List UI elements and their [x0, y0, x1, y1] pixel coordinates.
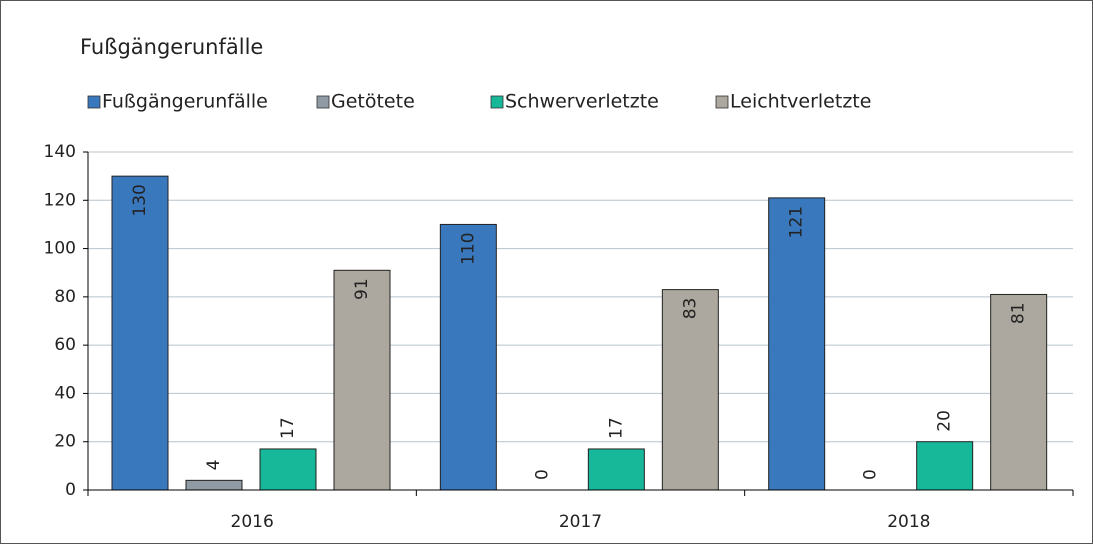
- legend-swatch: [715, 95, 729, 109]
- legend-label: Getötete: [331, 91, 415, 113]
- y-tick-label: 40: [54, 383, 76, 403]
- y-tick-label: 140: [44, 142, 76, 162]
- bar: [990, 293, 1048, 491]
- data-label: 121: [787, 206, 807, 238]
- y-tick-label: 100: [44, 239, 76, 259]
- data-label: 0: [532, 469, 552, 480]
- bar: [768, 197, 826, 491]
- x-tick-label: 2017: [559, 512, 602, 532]
- bar: [185, 479, 243, 491]
- data-label: 4: [204, 460, 224, 471]
- bar: [111, 175, 169, 491]
- data-label: 17: [278, 417, 298, 439]
- y-tick-label: 60: [54, 335, 76, 355]
- bar: [439, 223, 497, 491]
- data-label: 17: [606, 417, 626, 439]
- data-label: 0: [861, 469, 881, 480]
- legend-label: Schwerverletzte: [505, 91, 659, 113]
- y-tick-label: 120: [44, 190, 76, 210]
- bar: [661, 289, 719, 491]
- y-tick-label: 80: [54, 287, 76, 307]
- legend-swatch: [87, 95, 101, 109]
- data-label: 91: [352, 278, 372, 300]
- bar: [587, 448, 645, 491]
- legend-swatch: [316, 95, 330, 109]
- bar: [259, 448, 317, 491]
- legend-label: Leichtverletzte: [730, 91, 871, 113]
- data-label: 130: [130, 184, 150, 216]
- legend-label: Fußgängerunfälle: [102, 91, 268, 113]
- y-tick-label: 0: [65, 480, 76, 500]
- data-label: 83: [680, 298, 700, 320]
- x-tick-label: 2016: [231, 512, 274, 532]
- chart-title: Fußgängerunfälle: [80, 35, 263, 59]
- data-label: 20: [935, 410, 955, 432]
- data-label: 81: [1009, 302, 1029, 324]
- legend-swatch: [490, 95, 504, 109]
- y-tick-label: 20: [54, 432, 76, 452]
- bar: [333, 269, 391, 491]
- bar: [916, 441, 974, 491]
- data-label: 110: [458, 232, 478, 264]
- x-tick-label: 2018: [887, 512, 930, 532]
